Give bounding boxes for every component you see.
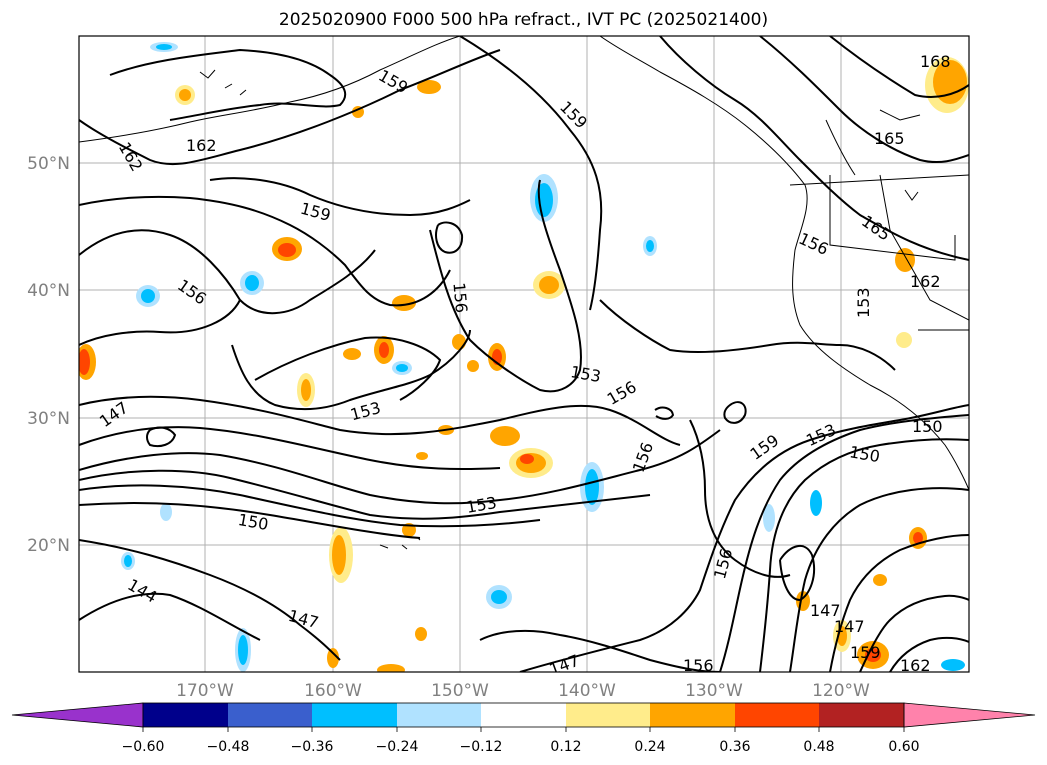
contour-label: 150 [912,417,943,436]
plot-area [79,36,969,672]
contour-label: 162 [186,136,217,155]
colorbar-segment [481,703,566,727]
lon-label: 140°W [558,681,616,701]
lat-label: 50°N [27,154,70,174]
contour-label: 159 [850,643,881,662]
graticule [79,36,969,672]
lon-label: 130°W [685,681,743,701]
colorbar-segment [735,703,819,727]
lat-label: 40°N [27,281,70,301]
latitude-labels: 50°N 40°N 30°N 20°N [27,154,70,556]
contour-label: 162 [910,272,941,291]
lon-label: 120°W [812,681,870,701]
contour-label: 156 [683,656,714,675]
colorbar-segment [566,703,650,727]
colorbar-segment [228,703,312,727]
colorbar-extend-max [903,702,1036,728]
contour-label-group: 168 159 159 162 162 165 159 156 165 162 … [96,52,951,675]
colorbar: −0.60 −0.48 −0.36 −0.24 −0.12 0.12 0.24 … [11,702,1036,755]
colorbar-segment [397,703,481,727]
contour-label: 147 [834,617,865,636]
contour-label: 168 [920,52,951,71]
contour-label: 147 [810,601,841,620]
colorbar-tick-label: −0.36 [291,739,334,755]
lat-label: 20°N [27,536,70,556]
colorbar-tick-label: −0.24 [376,739,419,755]
colorbar-extend-min [11,702,144,728]
colorbar-tick-label: 0.24 [634,739,665,755]
colorbar-segment [650,703,735,727]
longitude-labels: 170°W 160°W 150°W 140°W 130°W 120°W [176,681,870,701]
colorbar-ticks: −0.60 −0.48 −0.36 −0.24 −0.12 0.12 0.24 … [122,739,920,755]
colorbar-tick-label: 0.36 [719,739,750,755]
coastlines [79,36,969,550]
lon-label: 160°W [304,681,362,701]
contour-label: 156 [449,282,471,314]
contour-label: 162 [900,656,931,675]
colorbar-tick-label: −0.60 [122,739,165,755]
refractivity-contours [79,36,969,672]
colorbar-tick-label: 0.60 [888,739,919,755]
colorbar-segment [819,703,904,727]
colorbar-tick-label: 0.12 [550,739,581,755]
lat-label: 30°N [27,409,70,429]
plot-border [78,35,970,673]
lon-label: 150°W [431,681,489,701]
contour-label: 165 [874,129,905,148]
contour-label: 153 [854,287,873,318]
colorbar-tick-label: 0.48 [803,739,834,755]
map-title: 2025020900 F000 500 hPa refract., IVT PC… [278,10,769,30]
lon-label: 170°W [176,681,234,701]
colorbar-tick-label: −0.48 [207,739,250,755]
colorbar-segment [143,703,228,727]
colorbar-tick-label: −0.12 [460,739,503,755]
colorbar-segment [312,703,397,727]
